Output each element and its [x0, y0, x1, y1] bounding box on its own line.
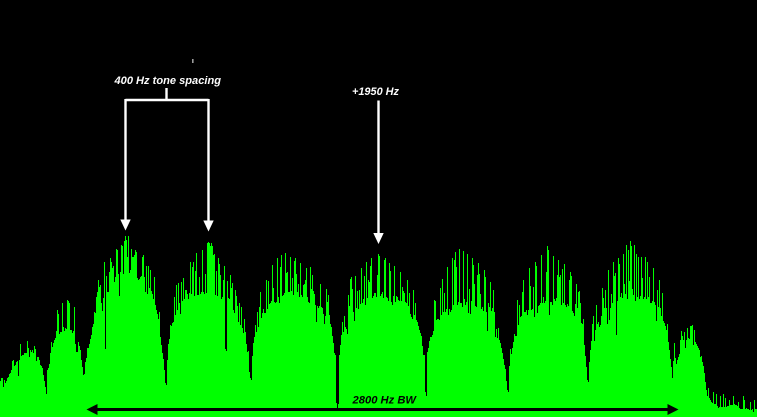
svg-text:400 Hz tone spacing: 400 Hz tone spacing	[113, 75, 221, 87]
svg-text:+1950 Hz: +1950 Hz	[352, 86, 399, 98]
svg-text:2800 Hz BW: 2800 Hz BW	[351, 395, 417, 407]
